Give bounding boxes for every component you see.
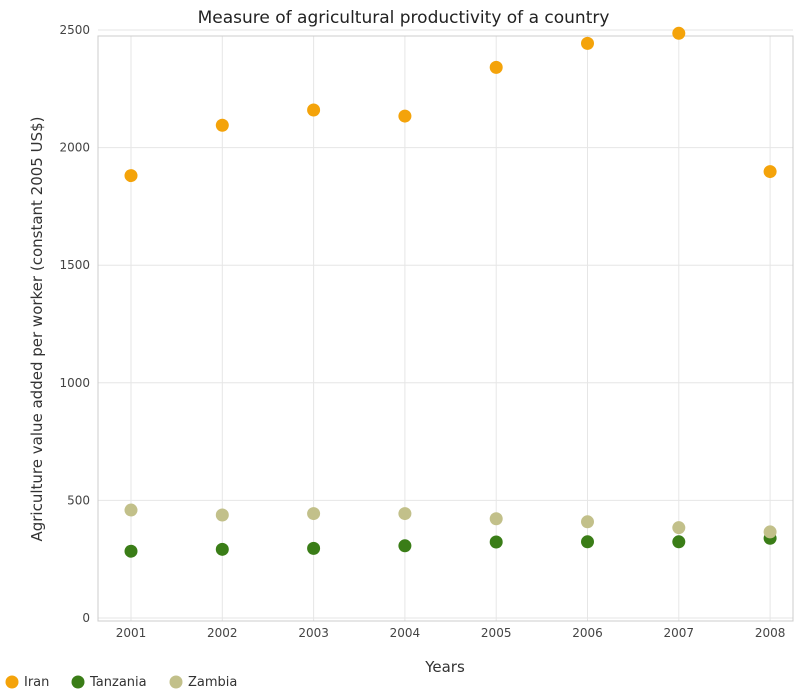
data-point-zambia [307,507,321,521]
legend: Iran Tanzania Zambia [5,675,237,690]
legend-marker-zambia [169,675,183,689]
data-point-iran [215,118,229,132]
data-point-tanzania [489,535,503,549]
data-point-zambia [672,521,686,535]
legend-label-iran: Iran [24,675,49,690]
data-point-iran [763,165,777,179]
y-tick-label: 2500 [59,23,90,37]
x-tick-label: 2008 [755,626,786,640]
y-tick-labels: 0 500 1000 1500 2000 2500 [59,23,90,625]
x-tick-label: 2007 [664,626,695,640]
data-point-tanzania [215,542,229,556]
y-tick-label: 0 [82,611,90,625]
legend-marker-iran [5,675,19,689]
y-tick-label: 1500 [59,258,90,272]
x-tick-label: 2005 [481,626,512,640]
legend-label-zambia: Zambia [188,675,237,690]
data-point-iran [398,109,412,123]
data-point-zambia [398,507,412,521]
y-tick-label: 2000 [59,141,90,155]
data-point-iran [124,169,138,183]
plot-frame [97,35,794,622]
x-tick-label: 2006 [572,626,603,640]
data-point-zambia [489,512,503,526]
data-point-tanzania [124,544,138,558]
data-point-tanzania [672,535,686,549]
x-tick-label: 2001 [116,626,147,640]
data-point-tanzania [581,535,594,549]
y-tick-label: 500 [67,493,90,507]
grid-lines [98,29,793,621]
x-tick-label: 2004 [390,626,421,640]
x-tick-label: 2002 [207,626,238,640]
data-point-iran [672,26,686,40]
x-tick-labels: 2001 2002 2003 2004 2005 2006 2007 2008 [116,626,786,640]
data-point-zambia [581,515,594,529]
data-point-tanzania [307,541,321,555]
x-tick-label: 2003 [298,626,329,640]
data-point-iran [307,103,321,117]
legend-label-tanzania: Tanzania [89,675,147,690]
legend-marker-tanzania [71,675,85,689]
data-point-iran [581,36,594,50]
chart-title: Measure of agricultural productivity of … [197,8,610,28]
x-axis-label: Years [424,658,465,676]
data-point-iran [489,60,503,74]
y-axis-label: Agriculture value added per worker (cons… [28,116,46,541]
data-point-zambia [215,508,229,522]
y-tick-label: 1000 [59,376,90,390]
data-point-zambia [124,503,138,517]
data-points [124,26,777,558]
data-point-tanzania [398,539,412,553]
data-point-zambia [763,525,777,539]
